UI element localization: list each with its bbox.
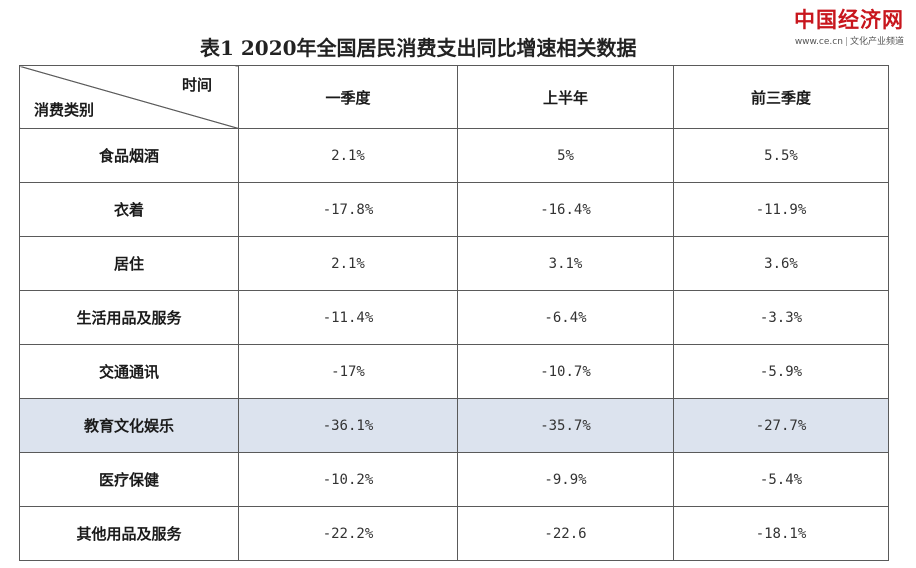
ce-logo: 中国经济网 www.ce.cn | 文化产业频道 [742, 4, 910, 54]
column-header-h1: 上半年 [457, 65, 674, 129]
corner-time-label: 时间 [181, 76, 212, 94]
row-value: 5.5% [673, 128, 889, 183]
row-value: -17% [238, 344, 458, 399]
table-row: 食品烟酒 2.1% 5% 5.5% [19, 128, 889, 183]
row-category: 医疗保健 [19, 452, 239, 507]
column-header-q1-q3: 前三季度 [673, 65, 889, 129]
logo-url: www.ce.cn [794, 37, 843, 47]
corner-header-cell: 时间 消费类别 [19, 65, 239, 129]
row-value: -10.2% [238, 452, 458, 507]
column-header-q1: 一季度 [238, 65, 458, 129]
row-category: 生活用品及服务 [19, 290, 239, 345]
table-row: 交通通讯 -17% -10.7% -5.9% [19, 344, 889, 399]
row-value: -22.6 [457, 506, 674, 561]
corner-category-label: 消费类别 [34, 101, 95, 119]
row-value: -11.4% [238, 290, 458, 345]
row-value: 3.1% [457, 236, 674, 291]
table-row-highlighted: 教育文化娱乐 -36.1% -35.7% -27.7% [19, 398, 889, 453]
row-category: 食品烟酒 [19, 128, 239, 183]
row-value: -35.7% [457, 398, 674, 453]
logo-channel: 文化产业频道 [849, 37, 904, 47]
row-category: 居住 [19, 236, 239, 291]
table-title: 表1 2020年全国居民消费支出同比增速相关数据 [200, 36, 637, 60]
table-row: 居住 2.1% 3.1% 3.6% [19, 236, 889, 291]
row-category: 教育文化娱乐 [19, 398, 239, 453]
row-category: 交通通讯 [19, 344, 239, 399]
row-value: -9.9% [457, 452, 674, 507]
row-category: 其他用品及服务 [19, 506, 239, 561]
logo-wordmark: 中国经济网 [794, 7, 904, 32]
row-value: -5.4% [673, 452, 889, 507]
row-value: 5% [457, 128, 674, 183]
row-value: -10.7% [457, 344, 674, 399]
row-value: -3.3% [673, 290, 889, 345]
row-category: 衣着 [19, 182, 239, 237]
row-value: -18.1% [673, 506, 889, 561]
table-row: 生活用品及服务 -11.4% -6.4% -3.3% [19, 290, 889, 345]
row-value: 2.1% [238, 236, 458, 291]
row-value: -27.7% [673, 398, 889, 453]
row-value: -36.1% [238, 398, 458, 453]
row-value: -17.8% [238, 182, 458, 237]
row-value: -22.2% [238, 506, 458, 561]
table-row: 医疗保健 -10.2% -9.9% -5.4% [19, 452, 889, 507]
row-value: 2.1% [238, 128, 458, 183]
row-value: -5.9% [673, 344, 889, 399]
row-value: 3.6% [673, 236, 889, 291]
table-row: 其他用品及服务 -22.2% -22.6 -18.1% [19, 506, 889, 561]
header-row: 时间 消费类别 一季度 上半年 前三季度 [19, 65, 889, 129]
row-value: -16.4% [457, 182, 674, 237]
table-row: 衣着 -17.8% -16.4% -11.9% [19, 182, 889, 237]
row-value: -11.9% [673, 182, 889, 237]
logo-subline: www.ce.cn | 文化产业频道 [794, 37, 904, 47]
row-value: -6.4% [457, 290, 674, 345]
consumption-table: 时间 消费类别 一季度 上半年 前三季度 食品烟酒 2.1% 5% 5.5% 衣… [19, 65, 889, 561]
